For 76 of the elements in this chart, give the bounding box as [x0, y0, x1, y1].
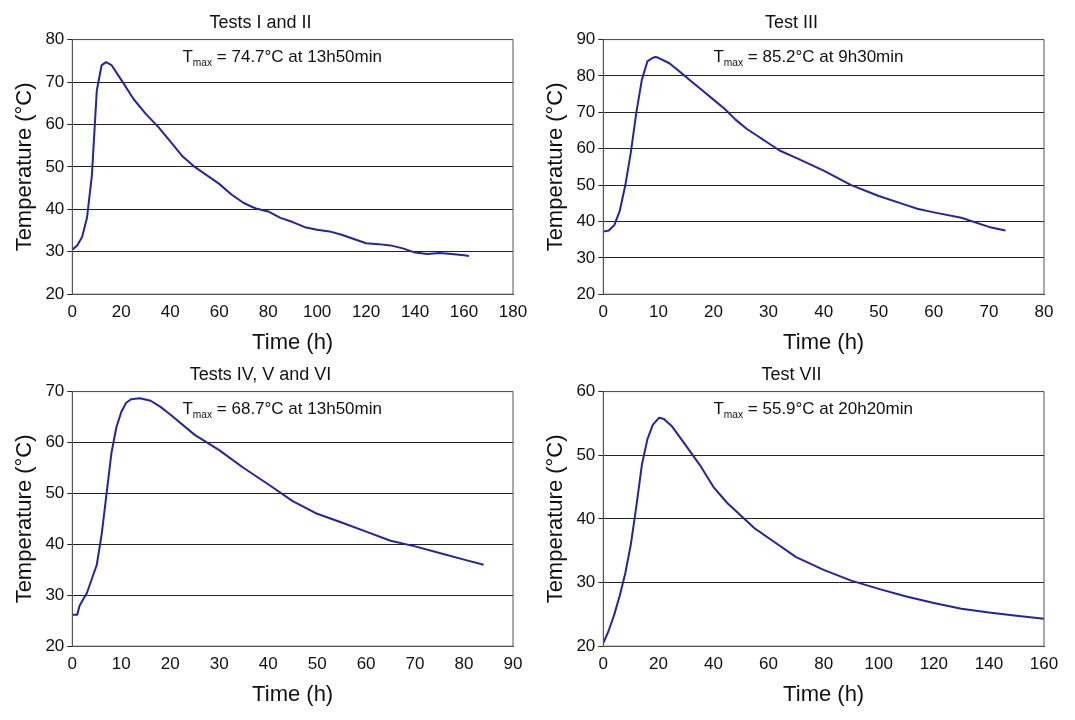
y-tick-label: 60	[45, 432, 65, 452]
y-tick-label: 80	[45, 29, 65, 49]
x-tick-label: 120	[351, 302, 381, 322]
y-axis-title: Temperature (°C)	[542, 434, 568, 604]
x-tick-label: 140	[400, 302, 430, 322]
x-tick-label: 160	[449, 302, 479, 322]
x-axis-title: Time (h)	[252, 328, 334, 354]
y-tick-label: 30	[45, 584, 65, 604]
chart-title: Test III	[764, 11, 819, 32]
x-tick-label: 20	[160, 654, 180, 674]
x-tick-label: 40	[704, 654, 723, 674]
x-tick-label: 60	[924, 302, 944, 322]
y-tick-label: 20	[576, 283, 596, 303]
x-tick-label: 80	[1034, 302, 1054, 322]
x-tick-label: 80	[814, 654, 834, 674]
x-tick-label: 20	[111, 302, 131, 322]
y-tick-label: 50	[45, 156, 65, 176]
chart-title: Tests I and II	[209, 11, 312, 32]
y-tick-label: 30	[45, 241, 65, 261]
x-tick-label: 140	[974, 654, 1004, 674]
y-tick-label: 30	[576, 572, 596, 592]
y-tick-label: 60	[45, 114, 65, 134]
x-tick-label: 0	[67, 654, 78, 674]
chart-title: Test VII	[761, 363, 822, 384]
x-tick-label: 0	[67, 302, 78, 322]
y-tick-label: 20	[45, 283, 65, 303]
y-tick-label: 40	[576, 211, 596, 231]
y-tick-label: 50	[576, 444, 596, 464]
y-tick-label: 40	[45, 534, 65, 554]
x-tick-label: 50	[869, 302, 889, 322]
y-tick-label: 50	[576, 174, 596, 194]
x-tick-label: 100	[302, 302, 332, 322]
x-tick-label: 60	[759, 654, 779, 674]
y-tick-label: 20	[576, 635, 596, 655]
x-axis-title: Time (h)	[783, 328, 865, 354]
y-tick-label: 70	[576, 102, 596, 122]
x-tick-label: 10	[111, 654, 131, 674]
x-tick-label: 60	[209, 302, 229, 322]
y-axis-title: Temperature (°C)	[542, 82, 568, 252]
x-tick-label: 40	[814, 302, 834, 322]
x-tick-label: 40	[258, 654, 278, 674]
y-tick-label: 50	[45, 483, 65, 503]
x-tick-label: 10	[648, 302, 668, 322]
x-tick-label: 0	[598, 302, 609, 322]
x-tick-label: 20	[704, 302, 723, 322]
x-tick-label: 80	[258, 302, 278, 322]
y-tick-label: 70	[45, 381, 65, 401]
x-tick-label: 40	[160, 302, 180, 322]
x-tick-label: 180	[498, 302, 528, 322]
x-tick-label: 160	[1029, 654, 1059, 674]
y-tick-label: 60	[576, 138, 596, 158]
x-axis-title: Time (h)	[252, 680, 334, 706]
y-tick-label: 90	[576, 29, 596, 49]
x-tick-label: 70	[979, 302, 999, 322]
x-tick-label: 70	[405, 654, 425, 674]
y-tick-label: 30	[576, 247, 596, 267]
x-tick-label: 30	[209, 654, 229, 674]
y-tick-label: 80	[576, 65, 596, 85]
x-tick-label: 30	[759, 302, 779, 322]
x-tick-label: 0	[598, 654, 609, 674]
y-tick-label: 20	[45, 635, 65, 655]
y-axis-title: Temperature (°C)	[11, 434, 37, 604]
x-tick-label: 120	[919, 654, 949, 674]
chart-title: Tests IV, V and VI	[189, 363, 332, 384]
x-tick-label: 60	[356, 654, 376, 674]
x-tick-label: 80	[454, 654, 474, 674]
x-axis-title: Time (h)	[783, 680, 865, 706]
y-tick-label: 60	[576, 381, 596, 401]
y-tick-label: 40	[576, 508, 596, 528]
y-tick-label: 70	[45, 71, 65, 91]
x-tick-label: 50	[307, 654, 327, 674]
x-tick-label: 90	[503, 654, 523, 674]
x-tick-label: 20	[648, 654, 668, 674]
y-axis-title: Temperature (°C)	[11, 82, 37, 252]
x-tick-label: 100	[864, 654, 893, 674]
y-tick-label: 40	[45, 199, 65, 219]
